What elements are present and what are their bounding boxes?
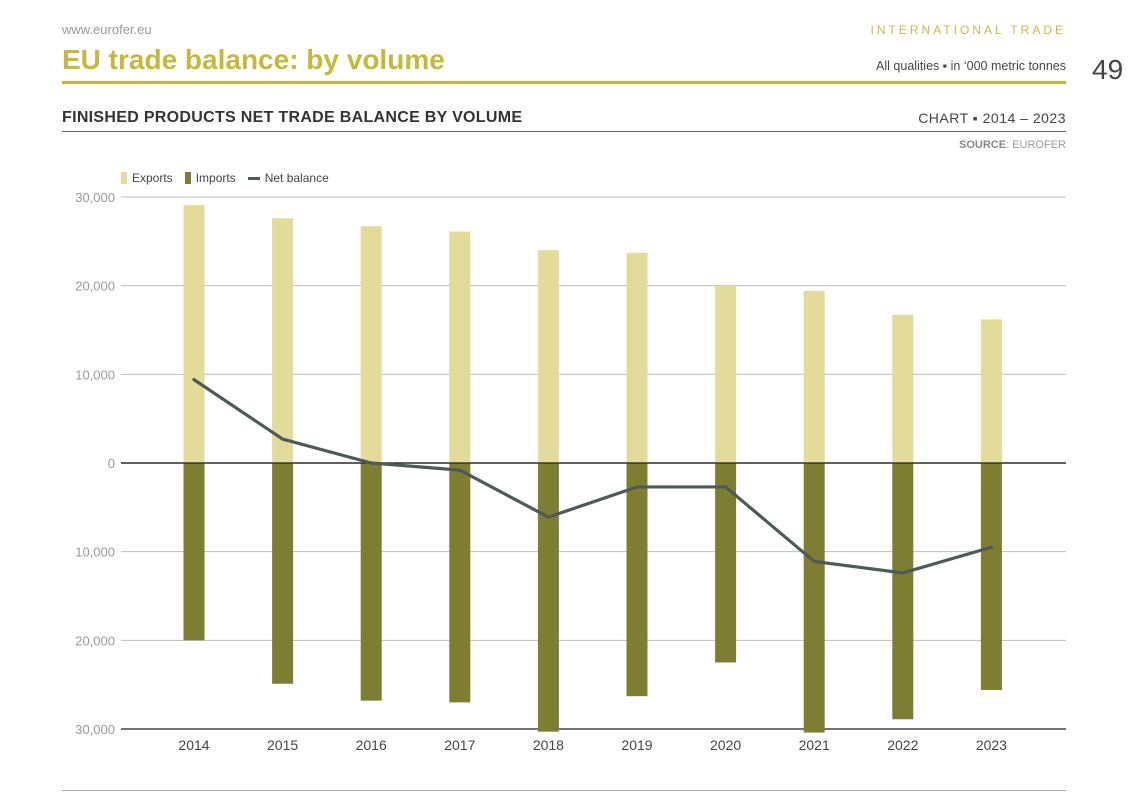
chart-range: CHART ▪ 2014 – 2023 (918, 110, 1066, 126)
x-tick-label: 2015 (267, 737, 298, 753)
chart-title: FINISHED PRODUCTS NET TRADE BALANCE BY V… (62, 109, 523, 126)
y-tick-label: 30,000 (75, 722, 115, 737)
bar-imports (449, 463, 471, 703)
bar-exports (892, 314, 914, 463)
y-tick-label: 30,000 (75, 190, 115, 205)
bar-exports (449, 231, 471, 463)
bar-imports (803, 463, 825, 733)
y-tick-label: 20,000 (75, 633, 115, 648)
chart-legend: Exports Imports Net balance (121, 171, 329, 185)
footer-rule (62, 790, 1066, 791)
bar-imports (183, 463, 205, 641)
x-tick-label: 2016 (356, 737, 387, 753)
x-tick-label: 2023 (976, 737, 1007, 753)
page-title: EU trade balance: by volume (62, 44, 445, 75)
x-tick-label: 2021 (799, 737, 830, 753)
header-rule (62, 81, 1066, 84)
bar-imports (980, 463, 1002, 690)
bar-imports (892, 463, 914, 720)
net-balance-point (281, 437, 285, 441)
legend-item-imports: Imports (184, 171, 236, 185)
legend-swatch-imports (184, 172, 191, 184)
net-balance-point (458, 468, 462, 472)
y-tick-label: 20,000 (75, 279, 115, 294)
bar-imports (360, 463, 382, 701)
net-balance-point (989, 545, 994, 549)
net-balance-point (192, 378, 196, 382)
source-note: SOURCE: EUROFER (959, 139, 1066, 151)
source-label: SOURCE (959, 139, 1007, 151)
y-tick-label: 10,000 (75, 367, 115, 382)
x-tick-label: 2017 (444, 737, 475, 753)
x-tick-label: 2014 (178, 737, 209, 753)
net-balance-point (546, 515, 551, 519)
legend-label-net: Net balance (264, 171, 329, 185)
y-tick-label: 0 (108, 456, 115, 471)
legend-swatch-net (247, 176, 260, 180)
net-balance-point (901, 571, 905, 575)
bar-exports (183, 204, 205, 464)
bar-imports (537, 463, 559, 732)
x-tick-label: 2022 (887, 737, 918, 753)
bar-imports (626, 463, 648, 697)
bar-exports (626, 252, 648, 463)
bar-exports (272, 218, 294, 463)
bar-exports (803, 290, 825, 463)
net-balance-point (635, 485, 639, 489)
x-tick-label: 2019 (621, 737, 652, 753)
legend-label-exports: Exports (132, 171, 173, 185)
bar-exports (980, 319, 1002, 463)
net-balance-point (812, 559, 816, 564)
bar-imports (715, 463, 737, 663)
legend-label-imports: Imports (195, 171, 236, 185)
page-number: 49 (1092, 54, 1124, 85)
legend-swatch-exports (121, 172, 127, 184)
chart-header-rule (62, 131, 1066, 132)
net-balance-point (724, 485, 728, 489)
bar-exports (715, 285, 737, 463)
legend-item-net: Net balance (247, 171, 329, 185)
bar-exports (537, 250, 559, 463)
net-balance-point (369, 461, 373, 465)
page-subtitle: All qualities ▪ in ‘000 metric tonnes (876, 59, 1066, 73)
bar-imports (272, 463, 294, 684)
net-balance-line (192, 378, 994, 575)
section-label: INTERNATIONAL TRADE (870, 23, 1066, 37)
y-tick-label: 10,000 (75, 545, 115, 560)
legend-item-exports: Exports (121, 171, 173, 185)
source-value: : EUROFER (1006, 139, 1066, 151)
site-url[interactable]: www.eurofer.eu (62, 22, 152, 37)
x-tick-label: 2018 (533, 737, 564, 753)
bar-exports (360, 226, 382, 463)
x-tick-label: 2020 (710, 737, 741, 753)
